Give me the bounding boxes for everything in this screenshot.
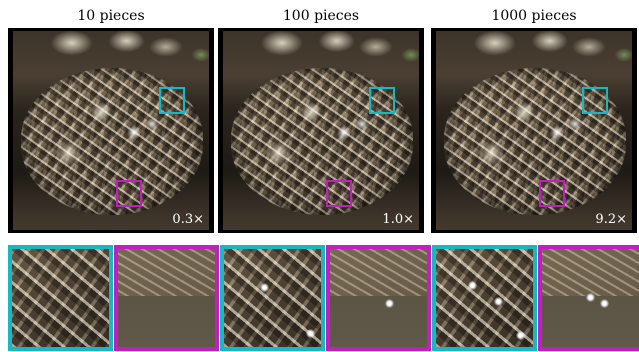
cyan-zoom-box [159, 87, 185, 114]
speedup-label: 9.2× [595, 212, 627, 227]
crop-image [12, 249, 109, 347]
specular-highlight [494, 297, 503, 306]
crop-image [224, 249, 321, 347]
crumpled-foil-object [21, 68, 203, 215]
magenta-zoom-box [326, 180, 352, 207]
magenta-crop-1000-pieces [538, 245, 639, 351]
cyan-crop-10-pieces [8, 245, 113, 351]
speedup-label: 0.3× [172, 212, 204, 227]
render-panel-100-pieces: 1.0× [218, 28, 424, 233]
specular-highlight [516, 331, 525, 340]
specular-highlight [586, 293, 595, 302]
cyan-crop-100-pieces [220, 245, 325, 351]
column-title-10-pieces: 10 pieces [77, 8, 145, 24]
crop-image [118, 249, 215, 347]
column-title-100-pieces: 100 pieces [282, 8, 360, 24]
speedup-label: 1.0× [382, 212, 414, 227]
specular-highlight [385, 299, 394, 308]
crop-image [436, 249, 533, 347]
column-title-1000-pieces: 1000 pieces [491, 8, 577, 24]
render-panel-10-pieces: 0.3× [8, 28, 214, 233]
specular-highlight [600, 299, 609, 308]
render-scene-image [13, 31, 209, 230]
magenta-crop-10-pieces [114, 245, 219, 351]
render-scene-image [436, 31, 632, 230]
magenta-crop-100-pieces [326, 245, 431, 351]
specular-highlight [306, 329, 315, 338]
magenta-zoom-box [539, 180, 565, 207]
magenta-zoom-box [116, 180, 142, 207]
cyan-zoom-box [369, 87, 395, 114]
render-panel-1000-pieces: 9.2× [431, 28, 637, 233]
specular-highlight [260, 283, 269, 292]
render-scene-image [223, 31, 419, 230]
cyan-crop-1000-pieces [432, 245, 537, 351]
crop-image [330, 249, 427, 347]
specular-highlight [468, 281, 477, 290]
cyan-zoom-box [582, 87, 608, 114]
crumpled-foil-object [231, 68, 413, 215]
crumpled-foil-object [444, 68, 626, 215]
